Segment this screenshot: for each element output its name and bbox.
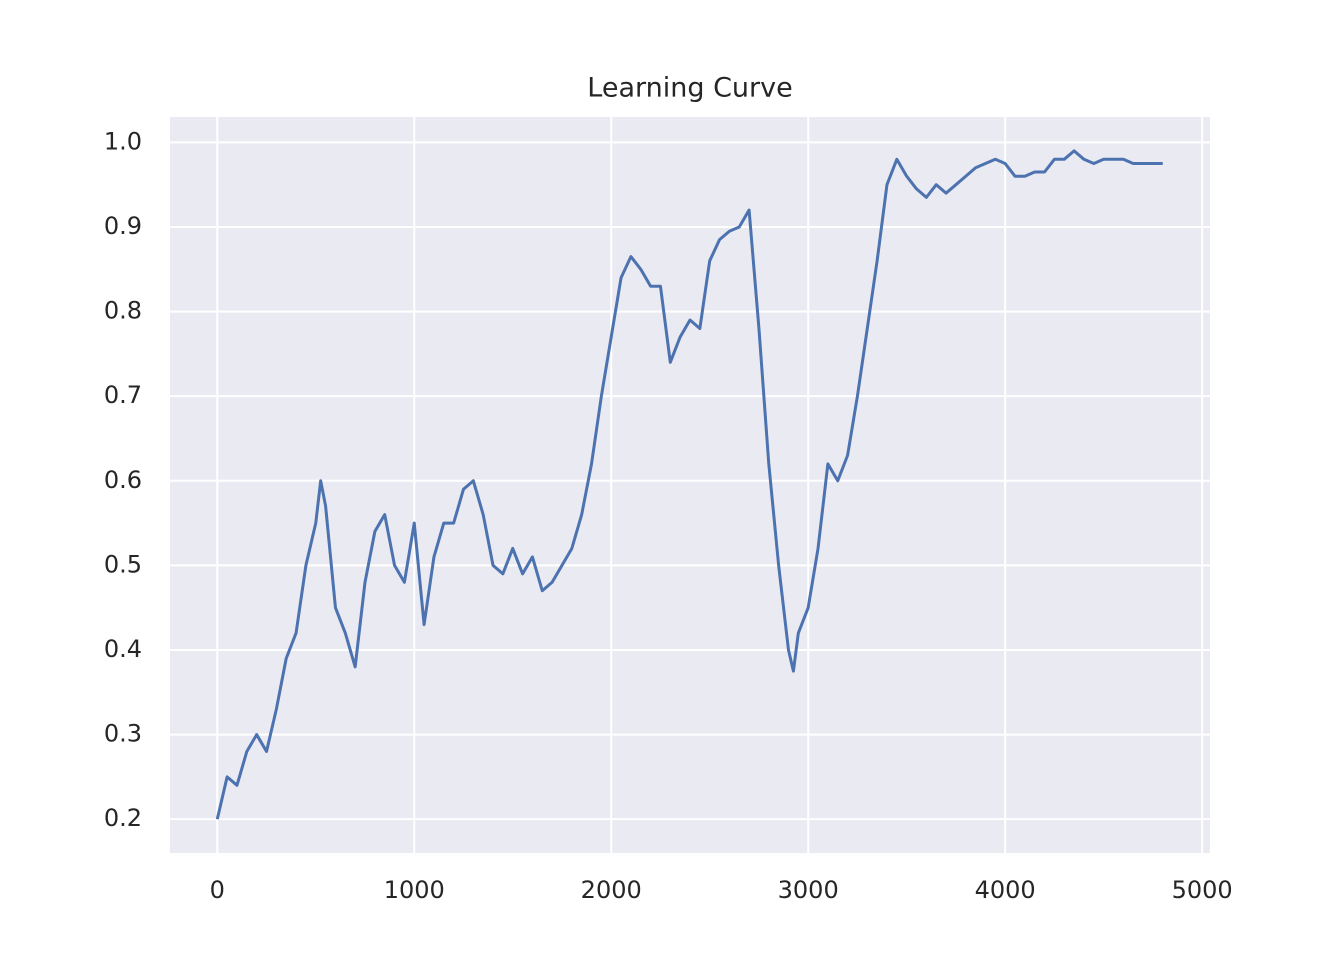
y-tick-label: 0.8 bbox=[104, 297, 142, 325]
x-tick-label: 0 bbox=[210, 876, 225, 904]
x-tick-label: 4000 bbox=[975, 876, 1036, 904]
line-series bbox=[215, 149, 1163, 820]
y-tick-label: 0.2 bbox=[104, 804, 142, 832]
x-tick-label: 2000 bbox=[581, 876, 642, 904]
y-tick-label: 0.5 bbox=[104, 550, 142, 578]
y-tick-label: 0.9 bbox=[104, 212, 142, 240]
y-tick-label: 1.0 bbox=[104, 127, 142, 155]
y-tick-label: 0.6 bbox=[104, 466, 142, 494]
x-tick-label: 1000 bbox=[384, 876, 445, 904]
plot-area bbox=[170, 117, 1210, 853]
y-tick-label: 0.3 bbox=[104, 720, 142, 748]
y-tick-label: 0.7 bbox=[104, 381, 142, 409]
chart-title: Learning Curve bbox=[587, 73, 792, 104]
x-tick-label: 3000 bbox=[778, 876, 839, 904]
x-tick-label: 5000 bbox=[1172, 876, 1233, 904]
y-tick-label: 0.4 bbox=[104, 635, 142, 663]
